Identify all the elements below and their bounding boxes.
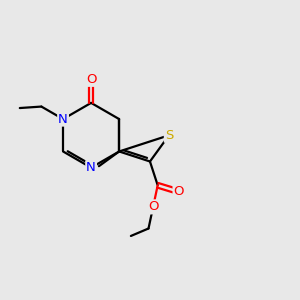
Text: O: O — [174, 185, 184, 198]
Text: O: O — [148, 200, 158, 213]
Text: O: O — [86, 73, 96, 86]
Text: S: S — [165, 129, 173, 142]
Text: N: N — [58, 112, 68, 126]
Text: N: N — [86, 161, 96, 174]
